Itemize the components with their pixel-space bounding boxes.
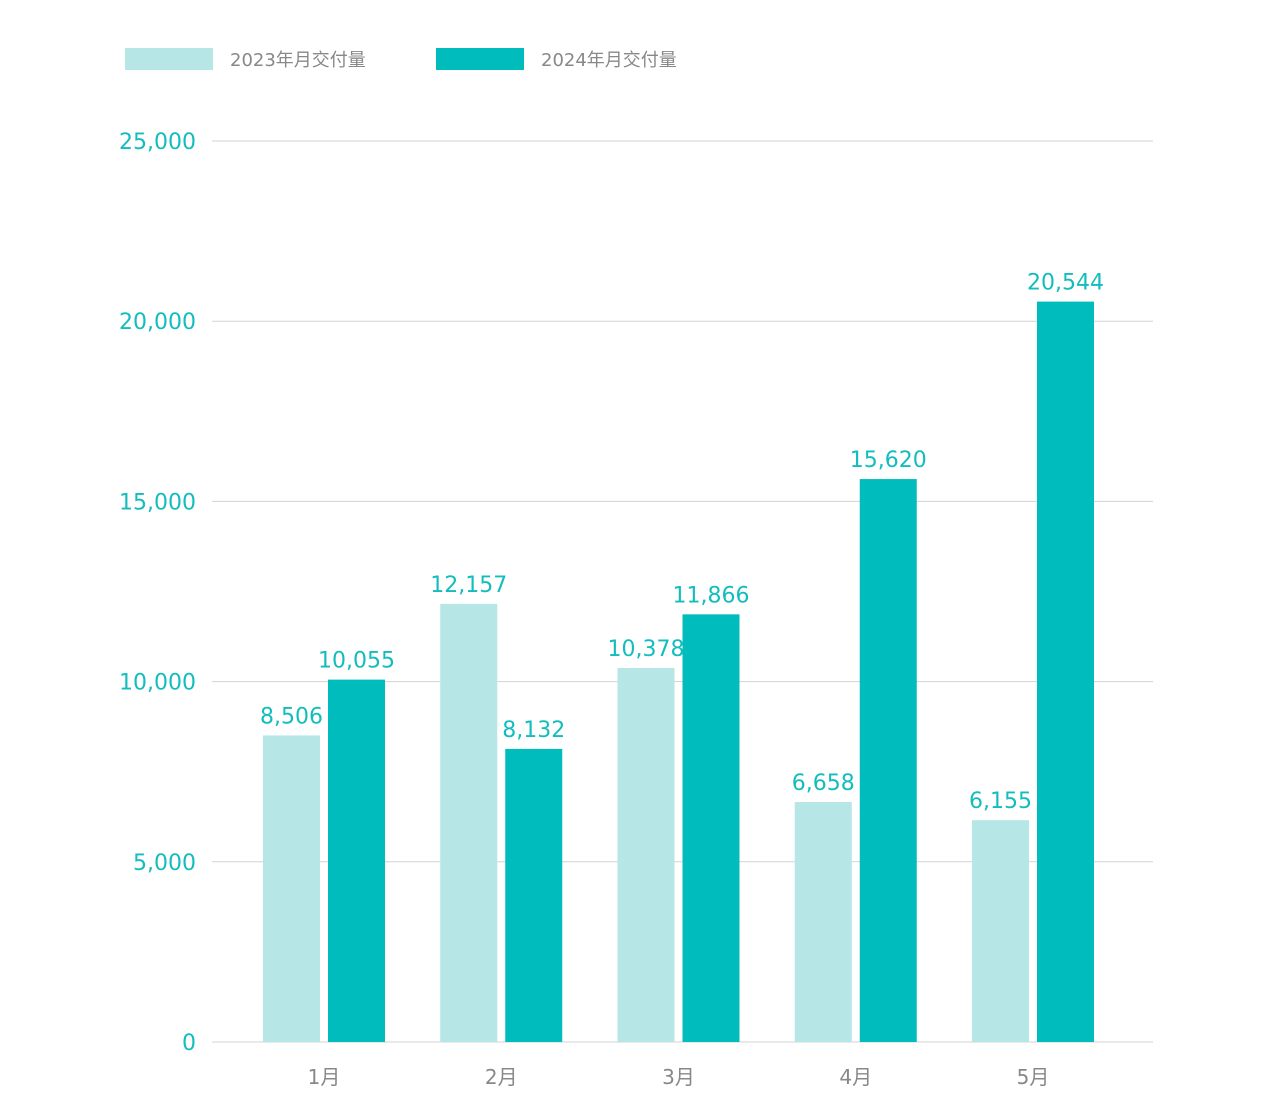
data-label: 15,620	[850, 448, 927, 473]
data-label: 8,132	[502, 718, 565, 743]
y-tick-label: 0	[182, 1031, 196, 1056]
bar-2024-4	[859, 479, 917, 1043]
data-label: 12,157	[430, 573, 507, 598]
x-tick-label: 1月	[308, 1065, 341, 1089]
bar-2024-3	[682, 614, 740, 1042]
y-tick-label: 15,000	[119, 490, 196, 515]
bar-2024-2	[505, 748, 563, 1042]
legend-swatch	[436, 48, 524, 70]
bars	[263, 301, 1094, 1043]
data-label: 11,866	[673, 583, 750, 608]
y-axis: 0 5,000 10,000 15,000 20,000 25,000	[119, 130, 196, 1056]
bar-2023-3	[617, 667, 675, 1042]
data-label: 6,658	[792, 771, 855, 796]
bar-2023-1	[263, 735, 320, 1042]
y-tick-label: 5,000	[133, 851, 196, 876]
data-label: 6,155	[969, 789, 1032, 814]
data-label: 10,378	[608, 637, 685, 662]
legend-swatch	[125, 48, 213, 70]
y-tick-label: 25,000	[119, 130, 196, 155]
data-label: 8,506	[260, 704, 323, 729]
bar-2024-5	[1037, 301, 1094, 1042]
x-axis: 1月 2月 3月 4月 5月	[308, 1065, 1050, 1089]
data-labels: 8,506 10,055 12,157 8,132 10,378 11,866 6,658 1…	[260, 271, 1104, 815]
bar-2023-2	[440, 603, 498, 1042]
bar-2023-5	[972, 820, 1029, 1042]
x-tick-label: 3月	[662, 1065, 695, 1089]
legend: 2023年月交付量 2024年月交付量	[125, 48, 677, 71]
bar-2023-4	[794, 802, 852, 1042]
data-label: 20,544	[1027, 271, 1104, 296]
x-tick-label: 4月	[839, 1065, 872, 1089]
data-label: 10,055	[318, 649, 395, 674]
bar-2024-1	[328, 679, 385, 1042]
legend-label: 2024年月交付量	[541, 50, 677, 71]
x-tick-label: 5月	[1017, 1065, 1050, 1089]
legend-label: 2023年月交付量	[230, 50, 366, 71]
x-tick-label: 2月	[485, 1065, 518, 1089]
y-tick-label: 10,000	[119, 671, 196, 696]
y-tick-label: 20,000	[119, 310, 196, 335]
